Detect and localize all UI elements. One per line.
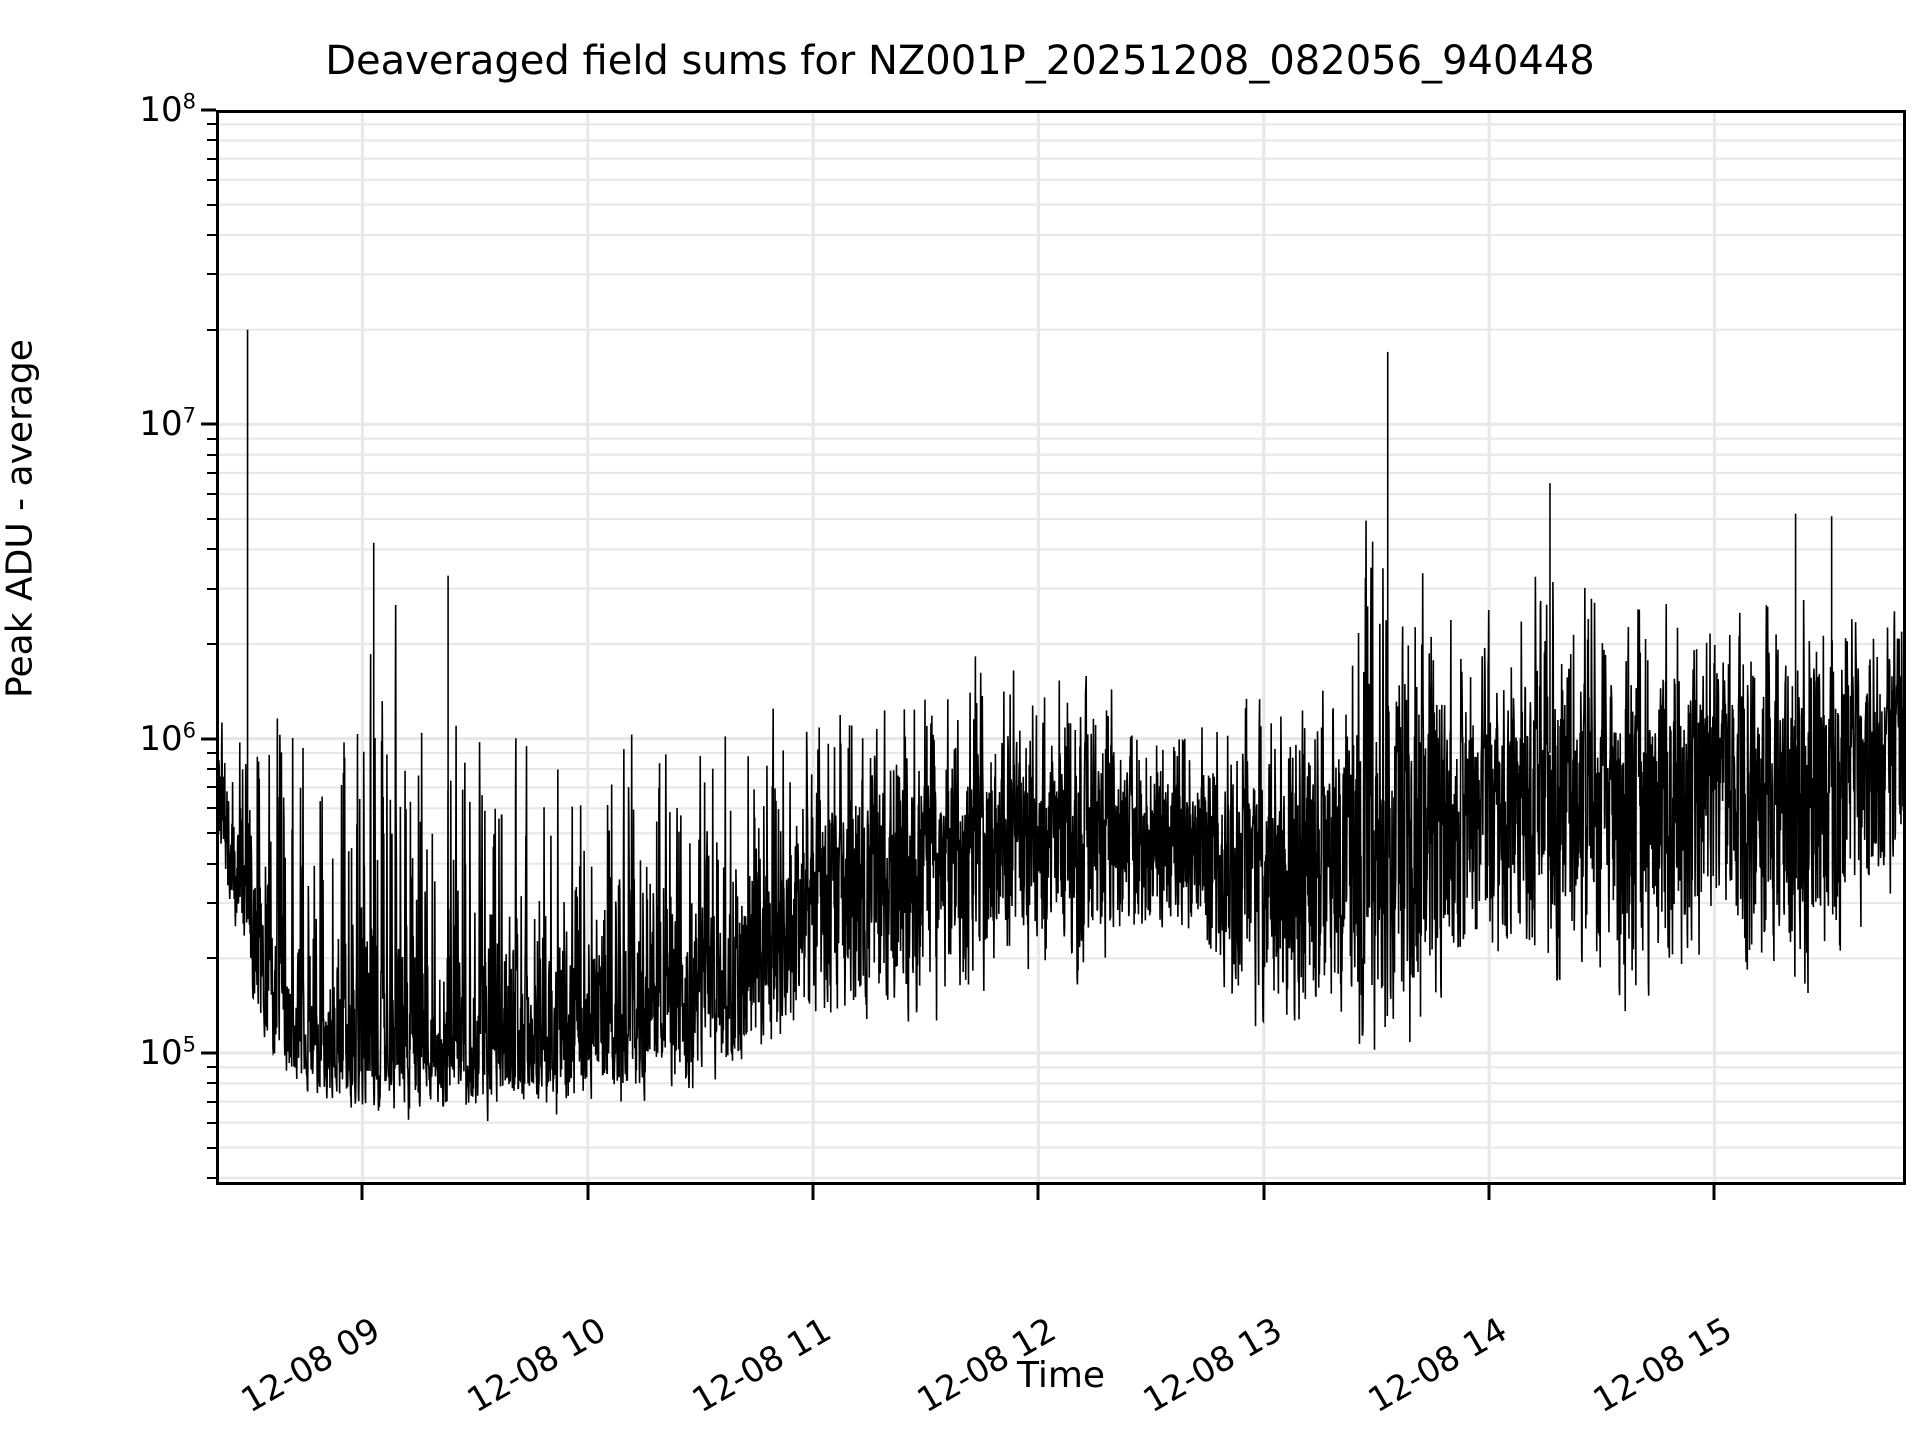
y-tick-label: 107	[0, 404, 196, 444]
y-tick-major	[201, 422, 216, 426]
y-tick-exponent: 7	[182, 402, 196, 428]
x-tick-major	[586, 1185, 590, 1200]
plot-area: 108 107 106 105 12-08 09 12-08 10 12-08 11 12-…	[139, 90, 1906, 1421]
y-tick-minor	[207, 328, 216, 331]
y-tick-major	[201, 1051, 216, 1055]
y-tick-minor	[207, 1176, 216, 1179]
chart-title: Deaveraged field sums for NZ001P_2025120…	[325, 38, 1595, 84]
y-tick-minor	[207, 587, 216, 590]
y-tick-minor	[207, 471, 216, 474]
y-tick-minor	[207, 548, 216, 551]
y-tick-exponent: 8	[182, 88, 196, 114]
y-tick-minor	[207, 203, 216, 206]
y-tick-minor	[207, 751, 216, 754]
y-tick-minor	[207, 957, 216, 960]
y-tick-minor	[207, 517, 216, 520]
y-tick-mantissa: 10	[139, 1032, 183, 1073]
y-tick-minor	[207, 437, 216, 440]
y-tick-minor	[207, 157, 216, 160]
y-tick-exponent: 5	[182, 1031, 196, 1057]
y-tick-minor	[207, 901, 216, 904]
y-tick-minor	[207, 1146, 216, 1149]
y-tick-minor	[207, 1100, 216, 1103]
y-tick-exponent: 6	[182, 717, 196, 743]
y-tick-major	[201, 108, 216, 112]
series-path	[216, 329, 1906, 1122]
x-tick-major	[1487, 1185, 1491, 1200]
y-tick-minor	[207, 493, 216, 496]
y-tick-minor	[207, 234, 216, 237]
x-tick-major	[1712, 1185, 1716, 1200]
y-axis-label: Peak ADU - average	[0, 339, 41, 698]
y-tick-minor	[207, 1066, 216, 1069]
y-tick-minor	[207, 1121, 216, 1124]
y-tick-minor	[207, 786, 216, 789]
y-tick-minor	[207, 1082, 216, 1085]
y-tick-mantissa: 10	[139, 718, 183, 759]
y-tick-label: 106	[0, 719, 196, 759]
y-tick-minor	[207, 178, 216, 181]
y-tick-major	[201, 737, 216, 741]
y-tick-minor	[207, 453, 216, 456]
x-tick-major	[360, 1185, 364, 1200]
y-tick-mantissa: 10	[139, 404, 183, 445]
y-tick-label: 108	[0, 90, 196, 130]
x-tick-major	[1036, 1185, 1040, 1200]
data-series-line	[216, 329, 1906, 1122]
y-tick-mantissa: 10	[139, 90, 183, 130]
y-tick-minor	[207, 123, 216, 126]
y-tick-minor	[207, 768, 216, 771]
y-tick-minor	[207, 273, 216, 276]
y-tick-label: 105	[0, 1033, 196, 1073]
y-tick-minor	[207, 807, 216, 810]
x-axis-label: Time	[1016, 1355, 1106, 1396]
y-tick-minor	[207, 139, 216, 142]
y-tick-minor	[207, 642, 216, 645]
y-tick-minor	[207, 862, 216, 865]
x-tick-major	[1262, 1185, 1266, 1200]
x-tick-major	[811, 1185, 815, 1200]
y-tick-minor	[207, 832, 216, 835]
